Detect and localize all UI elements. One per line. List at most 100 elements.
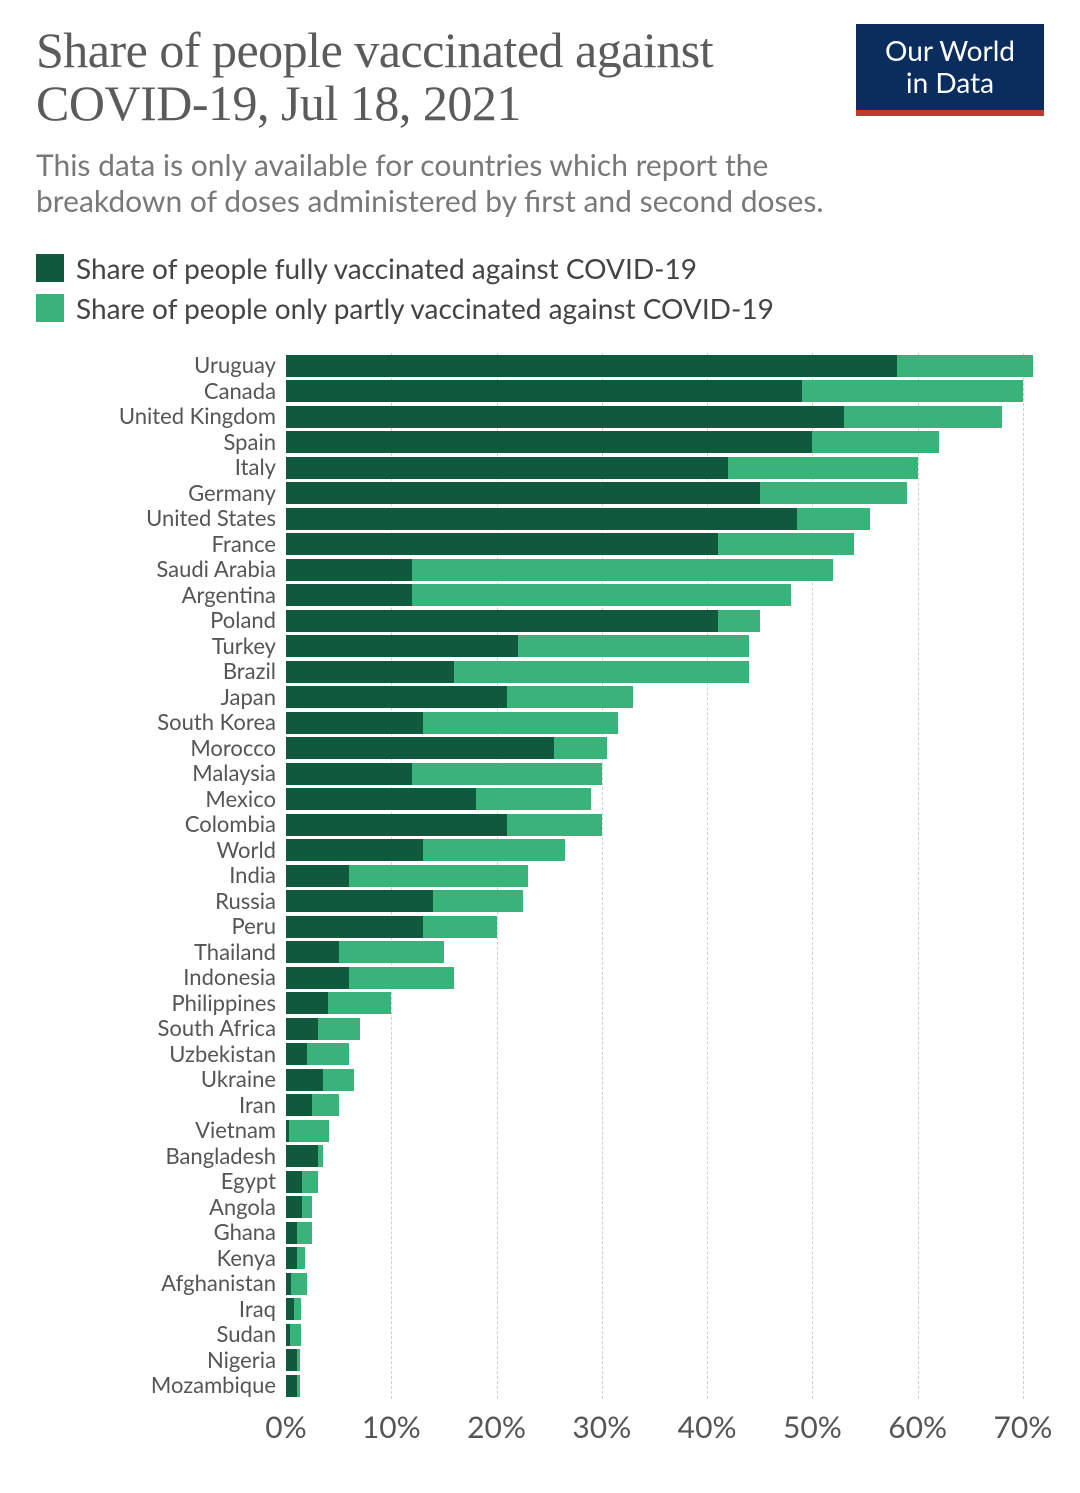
bar-row: Uruguay xyxy=(36,353,1044,379)
bar-track xyxy=(286,661,1044,683)
bar-partly-vaccinated xyxy=(412,559,833,581)
bar-partly-vaccinated xyxy=(507,686,633,708)
legend-swatch-icon xyxy=(36,254,64,282)
category-label: Russia xyxy=(36,891,286,912)
bar-track xyxy=(286,482,1044,504)
bar-partly-vaccinated xyxy=(289,1120,329,1142)
category-label: Afghanistan xyxy=(36,1273,286,1294)
bar-fully-vaccinated xyxy=(286,610,718,632)
bar-partly-vaccinated xyxy=(412,584,791,606)
bar-row: Brazil xyxy=(36,659,1044,685)
bar-fully-vaccinated xyxy=(286,584,412,606)
bar-partly-vaccinated xyxy=(339,941,444,963)
bar-row: Mozambique xyxy=(36,1373,1044,1399)
bar-fully-vaccinated xyxy=(286,431,812,453)
category-label: Argentina xyxy=(36,585,286,606)
bar-track xyxy=(286,1094,1044,1116)
category-label: United States xyxy=(36,508,286,529)
bar-track xyxy=(286,839,1044,861)
bar-track xyxy=(286,1120,1044,1142)
bar-track xyxy=(286,431,1044,453)
bar-row: Ghana xyxy=(36,1220,1044,1246)
title-block: Share of people vaccinated against COVID… xyxy=(36,24,856,219)
bar-partly-vaccinated xyxy=(307,1043,349,1065)
bar-partly-vaccinated xyxy=(290,1324,301,1346)
category-label: Turkey xyxy=(36,636,286,657)
bar-track xyxy=(286,712,1044,734)
bar-partly-vaccinated xyxy=(454,661,749,683)
bar-partly-vaccinated xyxy=(294,1298,300,1320)
bar-row: Ukraine xyxy=(36,1067,1044,1093)
logo-line-2: in Data xyxy=(876,66,1024,98)
chart-container: Share of people vaccinated against COVID… xyxy=(0,0,1080,1473)
bar-partly-vaccinated xyxy=(328,992,391,1014)
bar-row: Russia xyxy=(36,889,1044,915)
bar-partly-vaccinated xyxy=(802,380,1023,402)
bar-track xyxy=(286,1171,1044,1193)
category-label: Spain xyxy=(36,432,286,453)
bar-fully-vaccinated xyxy=(286,559,412,581)
bar-track xyxy=(286,1375,1044,1397)
x-tick-label: 60% xyxy=(888,1409,947,1445)
category-label: Mozambique xyxy=(36,1375,286,1396)
bar-fully-vaccinated xyxy=(286,1145,318,1167)
legend: Share of people fully vaccinated against… xyxy=(36,251,1044,325)
x-axis: 0%10%20%30%40%50%60%70% xyxy=(36,1409,1044,1449)
bar-row: Spain xyxy=(36,430,1044,456)
category-label: Sudan xyxy=(36,1324,286,1345)
owid-logo: Our World in Data xyxy=(856,24,1044,110)
bar-fully-vaccinated xyxy=(286,1094,312,1116)
bar-track xyxy=(286,865,1044,887)
bar-partly-vaccinated xyxy=(718,610,760,632)
category-label: Ghana xyxy=(36,1222,286,1243)
x-tick-label: 20% xyxy=(467,1409,526,1445)
bar-fully-vaccinated xyxy=(286,1222,297,1244)
category-label: Vietnam xyxy=(36,1120,286,1141)
bar-track xyxy=(286,916,1044,938)
bar-row: Poland xyxy=(36,608,1044,634)
bar-row: World xyxy=(36,838,1044,864)
bar-track xyxy=(286,788,1044,810)
bar-track xyxy=(286,1145,1044,1167)
bar-partly-vaccinated xyxy=(476,788,592,810)
bar-partly-vaccinated xyxy=(423,916,497,938)
bar-row: Morocco xyxy=(36,736,1044,762)
bar-row: Argentina xyxy=(36,583,1044,609)
bar-track xyxy=(286,1324,1044,1346)
bar-track xyxy=(286,941,1044,963)
bar-track xyxy=(286,533,1044,555)
bar-partly-vaccinated xyxy=(507,814,602,836)
bar-partly-vaccinated xyxy=(423,712,618,734)
category-label: Saudi Arabia xyxy=(36,559,286,580)
bar-row: Saudi Arabia xyxy=(36,557,1044,583)
x-tick-label: 50% xyxy=(783,1409,842,1445)
bar-row: Iran xyxy=(36,1093,1044,1119)
bar-partly-vaccinated xyxy=(323,1069,355,1091)
category-label: Brazil xyxy=(36,661,286,682)
chart-subtitle: This data is only available for countrie… xyxy=(36,147,844,219)
bar-fully-vaccinated xyxy=(286,457,728,479)
bar-track xyxy=(286,610,1044,632)
bar-row: Afghanistan xyxy=(36,1271,1044,1297)
bar-partly-vaccinated xyxy=(412,763,602,785)
bar-track xyxy=(286,1273,1044,1295)
category-label: Nigeria xyxy=(36,1350,286,1371)
category-label: Germany xyxy=(36,483,286,504)
bar-track xyxy=(286,686,1044,708)
category-label: Ukraine xyxy=(36,1069,286,1090)
bar-track xyxy=(286,1043,1044,1065)
bar-track xyxy=(286,1018,1044,1040)
bar-row: Italy xyxy=(36,455,1044,481)
bar-row: South Africa xyxy=(36,1016,1044,1042)
bar-row: Bangladesh xyxy=(36,1144,1044,1170)
bar-fully-vaccinated xyxy=(286,839,423,861)
legend-item: Share of people only partly vaccinated a… xyxy=(36,291,1044,325)
bar-fully-vaccinated xyxy=(286,941,339,963)
bar-fully-vaccinated xyxy=(286,788,476,810)
bar-row: Kenya xyxy=(36,1246,1044,1272)
bar-fully-vaccinated xyxy=(286,406,844,428)
bar-partly-vaccinated xyxy=(297,1375,300,1397)
category-label: Iran xyxy=(36,1095,286,1116)
bar-partly-vaccinated xyxy=(297,1247,305,1269)
category-label: Peru xyxy=(36,916,286,937)
